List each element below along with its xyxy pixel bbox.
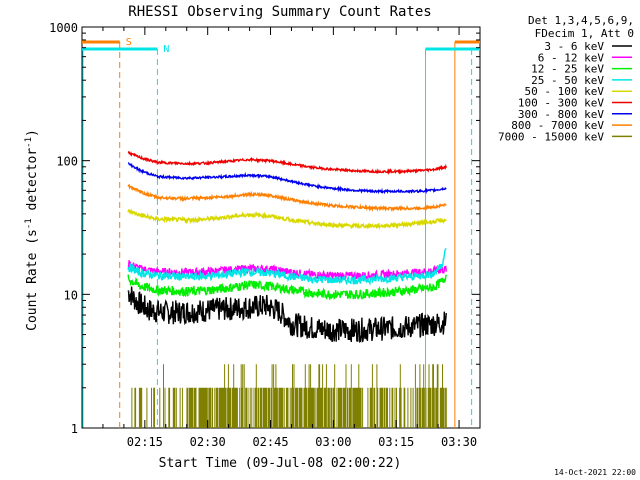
axes-group: 1 10 100 1000 02:15 02:30 02:45 03:00 03:15 03:30: [49, 21, 480, 449]
y-axis-label-close: ): [25, 129, 40, 137]
legend-label: 800 - 7000 keV: [511, 119, 604, 132]
legend-label: 100 - 300 keV: [518, 97, 604, 110]
y-tick-label: 1000: [49, 21, 78, 35]
y-tick-label: 10: [64, 288, 78, 302]
legend-label: 300 - 800 keV: [518, 108, 604, 121]
x-tick-label: 02:15: [127, 435, 163, 449]
legend-label: 50 - 100 keV: [525, 85, 605, 98]
marker-label: S: [126, 37, 132, 48]
saa-markers: SN: [82, 37, 480, 428]
series-line-6: [127, 162, 447, 195]
y-axis-label-sup2: -1: [24, 137, 34, 148]
x-tick-label: 03:15: [378, 435, 414, 449]
x-tick-label: 02:45: [252, 435, 288, 449]
series-line-8: [131, 364, 447, 428]
chart-title: RHESSI Observing Summary Count Rates: [128, 4, 431, 20]
y-tick-label: 1: [71, 422, 78, 436]
x-tick-label: 03:00: [315, 435, 351, 449]
series-line-3: [127, 247, 447, 286]
y-axis-label-main: Count Rate (s: [25, 229, 40, 331]
legend-label: 7000 - 15000 keV: [498, 130, 604, 143]
legend-header-line-2: FDecim 1, Att 0: [535, 27, 634, 40]
y-axis-label: Count Rate (s-1 detector-1): [24, 129, 40, 331]
legend-label: 25 - 50 keV: [531, 74, 604, 87]
y-tick-label: 100: [56, 155, 78, 169]
footer-date: 14-Oct-2021 22:00: [554, 468, 636, 477]
legend: Det 1,3,4,5,6,9, FDecim 1, Att 0 3 - 6 k…: [498, 14, 634, 143]
legend-label: 12 - 25 keV: [531, 63, 604, 76]
series-line-1: [127, 260, 447, 281]
legend-header-line-1: Det 1,3,4,5,6,9,: [528, 14, 634, 27]
x-tick-label: 03:30: [441, 435, 477, 449]
legend-label: 3 - 6 keV: [544, 40, 604, 53]
series-line-0: [127, 286, 447, 343]
x-axis-label: Start Time (09-Jul-08 02:00:22): [159, 456, 402, 471]
series-group: [127, 150, 447, 428]
series-line-2: [127, 274, 447, 302]
series-line-7: [127, 183, 447, 213]
y-axis-label-detector: detector: [25, 148, 40, 219]
marker-label: N: [163, 44, 169, 55]
series-line-5: [127, 150, 447, 176]
series-line-4: [127, 207, 447, 230]
legend-label: 6 - 12 keV: [538, 51, 605, 64]
y-axis-label-sup: -1: [24, 218, 34, 229]
x-tick-label: 02:30: [190, 435, 226, 449]
